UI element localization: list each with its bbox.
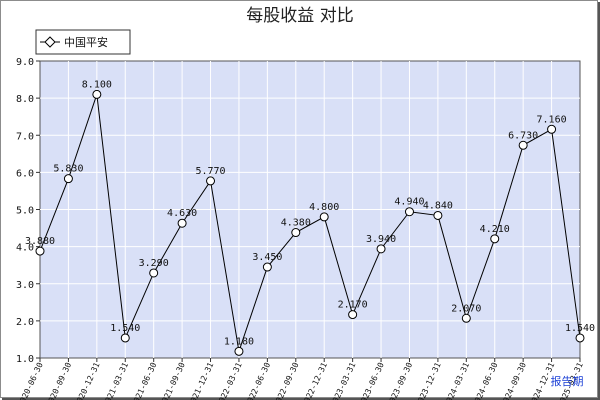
- data-point: [433, 210, 443, 220]
- x-tick-label: 2020-06-30: [16, 361, 45, 400]
- series-line: [39, 94, 581, 352]
- data-label: 4.630: [167, 208, 197, 219]
- x-tick-label: 2022-12-31: [301, 361, 330, 400]
- data-point: [149, 268, 159, 278]
- data-label: 1.540: [565, 323, 595, 334]
- data-point: [376, 244, 386, 254]
- data-point: [547, 124, 557, 134]
- data-point: [404, 207, 414, 217]
- data-label: 1.540: [110, 323, 140, 334]
- data-label: 4.210: [480, 224, 510, 235]
- data-point: [291, 228, 301, 238]
- data-label: 7.160: [537, 114, 567, 125]
- x-tick-label: 2020-09-30: [45, 361, 74, 400]
- grid-lines: [40, 61, 580, 358]
- x-tick-label: 2021-12-31: [187, 361, 216, 400]
- data-label: 2.170: [338, 300, 368, 311]
- data-label: 5.770: [195, 166, 225, 177]
- x-tick-label: 2022-06-30: [244, 361, 273, 400]
- data-label: 3.290: [139, 258, 169, 269]
- legend: 中国平安: [35, 29, 131, 55]
- x-axis-title: 报告期: [551, 374, 584, 388]
- x-tick-label: 2024-06-30: [471, 361, 500, 400]
- legend-marker-icon: [44, 36, 56, 48]
- x-tick-label: 2022-09-30: [272, 361, 301, 400]
- x-tick-label: 2021-03-31: [102, 361, 131, 400]
- x-tick-label: 2021-09-30: [158, 361, 187, 400]
- data-label: 1.180: [224, 336, 254, 347]
- y-tick-label: 9.0: [16, 57, 34, 68]
- x-tick-label: 2020-12-31: [73, 361, 102, 400]
- x-tick-label: 2022-03-31: [215, 361, 244, 400]
- data-point: [518, 140, 528, 150]
- y-tick-label: 5.0: [16, 206, 34, 217]
- data-label: 4.800: [309, 202, 339, 213]
- data-label: 4.380: [281, 218, 311, 229]
- data-label: 8.100: [82, 79, 112, 90]
- series-markers: [35, 89, 585, 356]
- x-tick-label: 2024-03-31: [443, 361, 472, 400]
- x-tick-label: 2023-06-30: [357, 361, 386, 400]
- data-label: 5.830: [53, 164, 83, 175]
- data-point: [490, 234, 500, 244]
- data-labels: 3.880 5.830 8.100 1.540 3.290 4.630 5.770 1.180…: [25, 79, 595, 347]
- data-point: [234, 346, 244, 356]
- data-label: 4.840: [423, 200, 453, 211]
- y-tick-label: 7.0: [16, 131, 34, 142]
- y-tick-label: 2.0: [16, 317, 34, 328]
- y-tick-label: 3.0: [16, 280, 34, 291]
- y-tick-label: 1.0: [16, 354, 34, 365]
- data-point: [63, 174, 73, 184]
- data-point: [120, 333, 130, 343]
- data-point: [206, 176, 216, 186]
- y-tick-label: 4.0: [16, 243, 34, 254]
- chart-title: 每股收益 对比: [246, 6, 353, 26]
- data-point: [575, 333, 585, 343]
- data-point: [262, 262, 272, 272]
- data-point: [319, 212, 329, 222]
- x-tick-label: 2024-09-30: [499, 361, 528, 400]
- data-point: [35, 246, 45, 256]
- x-tick-label: 2023-09-30: [386, 361, 415, 400]
- data-point: [177, 218, 187, 228]
- data-label: 2.070: [451, 303, 481, 314]
- y-tick-label: 6.0: [16, 168, 34, 179]
- data-label: 4.940: [394, 197, 424, 208]
- data-point: [92, 89, 102, 99]
- data-point: [348, 310, 358, 320]
- data-point: [461, 313, 471, 323]
- data-label: 3.450: [252, 252, 282, 263]
- legend-label: 中国平安: [64, 35, 108, 49]
- x-axis-ticks: 2020-06-30 2020-09-30 2020-12-31 2021-03-31…: [16, 358, 585, 400]
- x-tick-label: 2023-03-31: [329, 361, 358, 400]
- data-label: 3.880: [25, 236, 55, 247]
- data-label: 3.940: [366, 234, 396, 245]
- x-tick-label: 2023-12-31: [414, 361, 443, 400]
- x-tick-label: 2021-06-30: [130, 361, 159, 400]
- y-axis-ticks: 1.0 2.0 3.0 4.0 5.0 6.0 7.0 8.0 9.0: [16, 57, 40, 365]
- y-tick-label: 8.0: [16, 94, 34, 105]
- data-label: 6.730: [508, 130, 538, 141]
